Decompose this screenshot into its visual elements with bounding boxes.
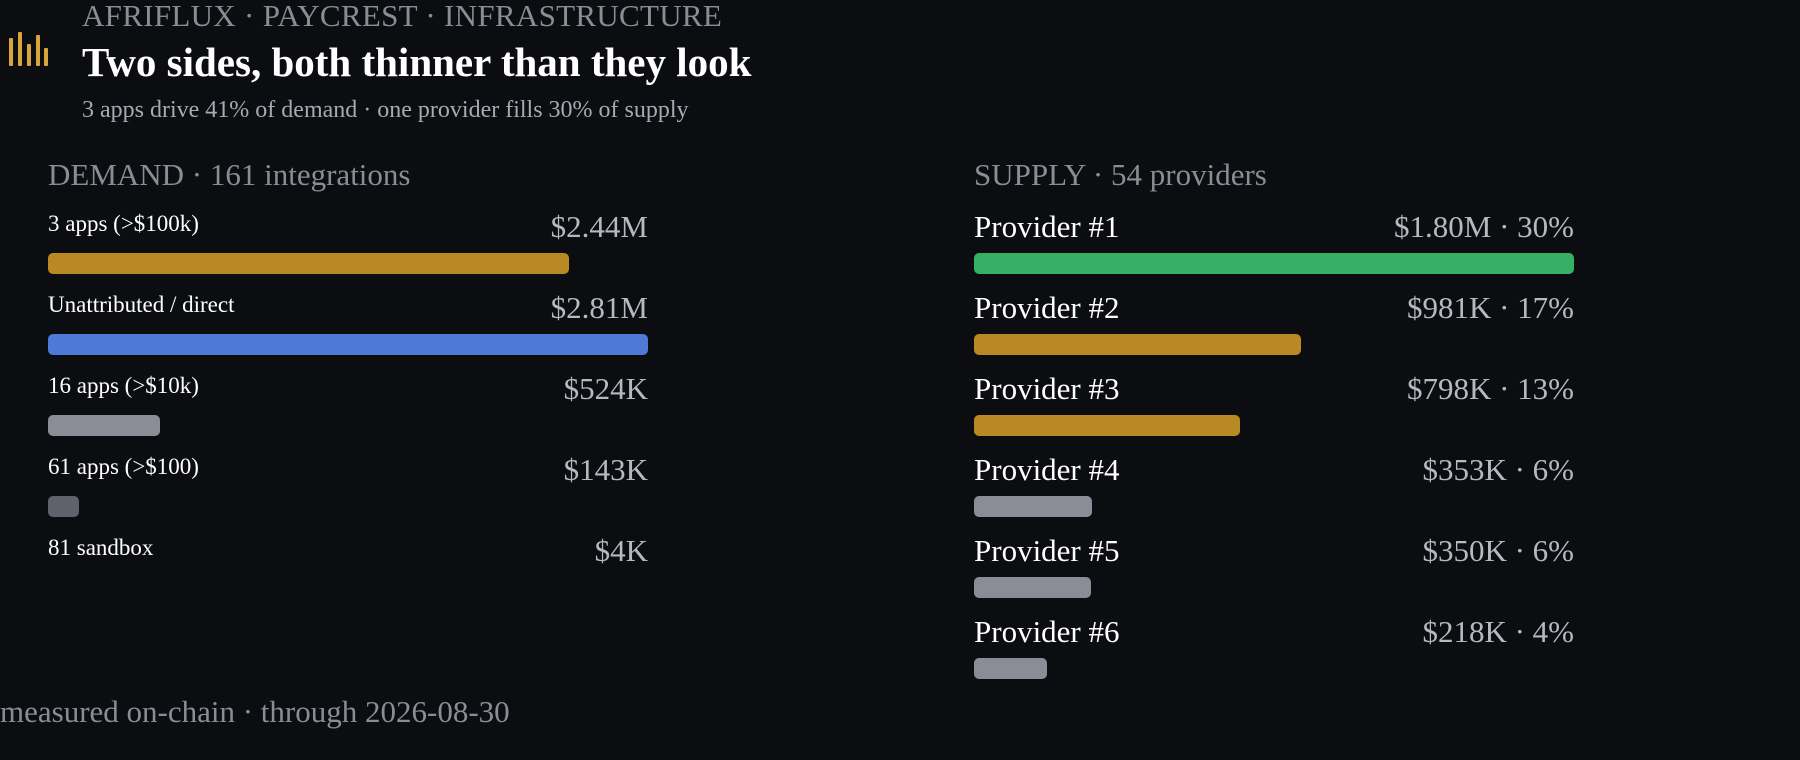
supply-row-label: Provider #2 [974,290,1120,325]
supply-panel-title: SUPPLY · 54 providers [974,157,1267,192]
supply-row-label: Provider #6 [974,614,1120,649]
demand-row-label: 61 apps (>$100) [48,454,199,479]
supply-row-label: Provider #3 [974,371,1120,406]
demand-row-label: 16 apps (>$10k) [48,373,199,398]
chart-title: Two sides, both thinner than they look [82,39,752,85]
demand-row: 81 sandbox $4K [48,533,648,610]
supply-row-label: Provider #1 [974,209,1120,244]
demand-bar [48,415,160,436]
supply-row: Provider #4 $353K · 6% [974,452,1574,529]
supply-bar [974,253,1574,274]
supply-row: Provider #1 $1.80M · 30% [974,209,1574,286]
supply-bar [974,496,1092,517]
supply-row: Provider #2 $981K · 17% [974,290,1574,367]
demand-row-label: 81 sandbox [48,535,154,560]
demand-row-value: $2.81M [550,290,648,325]
demand-row-value: $143K [563,452,648,487]
demand-bar [48,253,569,274]
supply-row-value: $353K · 6% [1422,452,1574,487]
demand-row-label: Unattributed / direct [48,292,235,317]
supply-panel: SUPPLY · 54 providers Provider #1 $1.80M … [974,157,1574,679]
demand-row: 61 apps (>$100) $143K [48,452,648,529]
supply-row-value: $798K · 13% [1406,371,1574,406]
demand-bar [48,496,79,517]
supply-bar [974,415,1240,436]
supply-row-label: Provider #4 [974,452,1120,487]
supply-row-value: $350K · 6% [1422,533,1574,568]
demand-row: Unattributed / direct $2.81M [48,290,648,367]
demand-row-label: 3 apps (>$100k) [48,211,199,236]
supply-row-value: $1.80M · 30% [1394,209,1574,244]
demand-row: 16 apps (>$10k) $524K [48,371,648,448]
bar-chart-icon [9,32,48,66]
demand-row: 3 apps (>$100k) $2.44M [48,209,648,286]
demand-panel: DEMAND · 161 integrations 3 apps (>$100k… [48,157,648,577]
supply-bar [974,577,1091,598]
demand-row-value: $2.44M [550,209,648,244]
supply-row-label: Provider #5 [974,533,1120,568]
footer-note: measured on-chain · through 2026-08-30 [0,694,510,729]
chart-kicker: AFRIFLUX · PAYCREST · INFRASTRUCTURE [82,0,723,33]
demand-row-value: $4K [594,533,648,568]
supply-row-value: $218K · 4% [1422,614,1574,649]
supply-row: Provider #6 $218K · 4% [974,614,1574,691]
chart-subtitle: 3 apps drive 41% of demand · one provide… [82,97,689,123]
demand-row-value: $524K [563,371,648,406]
supply-row: Provider #5 $350K · 6% [974,533,1574,610]
supply-row-value: $981K · 17% [1406,290,1574,325]
supply-bar [974,658,1047,679]
supply-bar [974,334,1301,355]
demand-bar [48,334,648,355]
supply-row: Provider #3 $798K · 13% [974,371,1574,448]
demand-panel-title: DEMAND · 161 integrations [48,157,411,192]
